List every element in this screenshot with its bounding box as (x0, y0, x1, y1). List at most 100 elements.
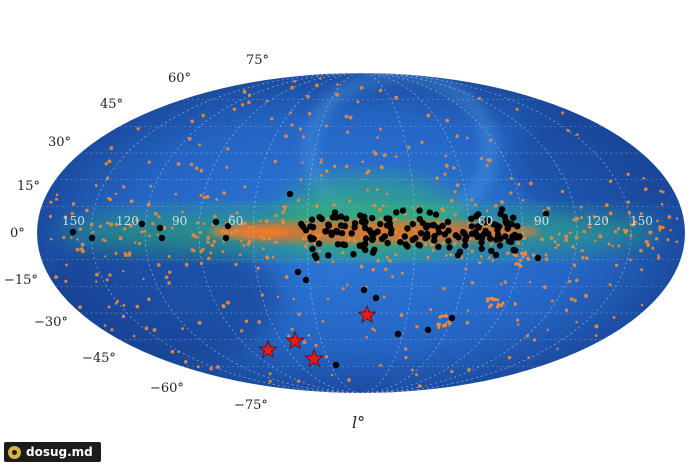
orange-point (542, 285, 547, 290)
orange-point (320, 158, 324, 162)
orange-point (140, 230, 144, 234)
black-point (328, 229, 335, 236)
lon-label-90-east: 90 (172, 214, 187, 228)
orange-point (515, 318, 520, 322)
orange-point (110, 328, 114, 332)
orange-point (638, 248, 643, 253)
black-point (369, 214, 376, 222)
orange-point (479, 255, 483, 258)
orange-point (453, 241, 457, 246)
orange-point (70, 236, 73, 240)
orange-point (594, 239, 597, 242)
black-point (487, 235, 494, 242)
orange-point (643, 187, 648, 192)
orange-point (470, 280, 475, 285)
orange-point (656, 256, 661, 260)
orange-point (388, 259, 392, 263)
orange-point (298, 127, 302, 131)
orange-point (276, 295, 280, 299)
orange-point (195, 221, 199, 225)
black-point (502, 217, 509, 224)
orange-point (95, 272, 99, 277)
orange-point (247, 239, 252, 244)
orange-point (319, 77, 322, 80)
orange-point (579, 205, 583, 209)
orange-point (212, 239, 216, 244)
black-point (377, 220, 384, 228)
black-point (332, 361, 340, 369)
orange-point (485, 209, 489, 213)
orange-point (375, 188, 379, 191)
orange-point (544, 257, 549, 262)
black-point (401, 233, 408, 240)
black-point (343, 215, 350, 222)
orange-point (282, 204, 287, 209)
orange-point (296, 198, 301, 202)
orange-point (122, 303, 126, 307)
orange-point (341, 250, 345, 255)
orange-point (181, 327, 184, 331)
orange-point (478, 96, 482, 100)
orange-point (330, 373, 334, 377)
orange-point (326, 297, 330, 301)
orange-point (531, 253, 536, 257)
orange-point (221, 250, 225, 254)
orange-point (167, 281, 171, 285)
orange-point (651, 246, 655, 250)
black-point (446, 244, 453, 251)
orange-point (431, 243, 435, 247)
orange-point (487, 305, 491, 309)
red-star-marker (304, 348, 324, 368)
orange-point (572, 217, 577, 222)
orange-point (516, 241, 521, 245)
orange-point (151, 221, 155, 226)
orange-point (202, 222, 206, 225)
orange-point (436, 221, 440, 225)
orange-point (191, 233, 196, 238)
orange-point (268, 379, 272, 384)
orange-point (352, 238, 357, 242)
longitude-gridline (90, 73, 632, 393)
lon-label-60-east: 60 (228, 214, 243, 228)
orange-point (101, 238, 105, 242)
orange-point (576, 133, 579, 136)
orange-point (64, 279, 68, 283)
black-point (325, 222, 333, 229)
orange-point (104, 239, 107, 242)
orange-point (220, 229, 225, 233)
orange-point (307, 333, 311, 337)
orange-point (247, 225, 251, 229)
orange-point (124, 253, 128, 258)
orange-point (240, 329, 244, 333)
black-point (508, 221, 515, 228)
orange-point (594, 334, 598, 337)
orange-point (213, 214, 217, 219)
orange-point (588, 225, 592, 229)
orange-point (604, 217, 608, 221)
orange-point (574, 235, 579, 240)
orange-point (553, 240, 557, 244)
orange-point (129, 199, 134, 204)
orange-point (265, 99, 268, 103)
orange-point (470, 249, 475, 253)
black-point (504, 225, 511, 232)
orange-point (658, 228, 662, 232)
orange-point (157, 215, 161, 219)
orange-point (569, 297, 574, 302)
orange-point (410, 368, 414, 372)
orange-point (138, 242, 142, 246)
lat-label-minus-60: −60° (150, 381, 184, 396)
orange-point (221, 304, 226, 309)
orange-point (506, 251, 510, 255)
orange-point (554, 246, 558, 250)
orange-point (658, 225, 662, 230)
orange-point (503, 280, 508, 285)
orange-point (626, 172, 630, 176)
black-point (399, 207, 407, 214)
orange-point (261, 247, 265, 251)
black-point (357, 212, 364, 219)
black-point (468, 215, 475, 222)
orange-point (564, 234, 569, 239)
orange-point (399, 313, 404, 318)
